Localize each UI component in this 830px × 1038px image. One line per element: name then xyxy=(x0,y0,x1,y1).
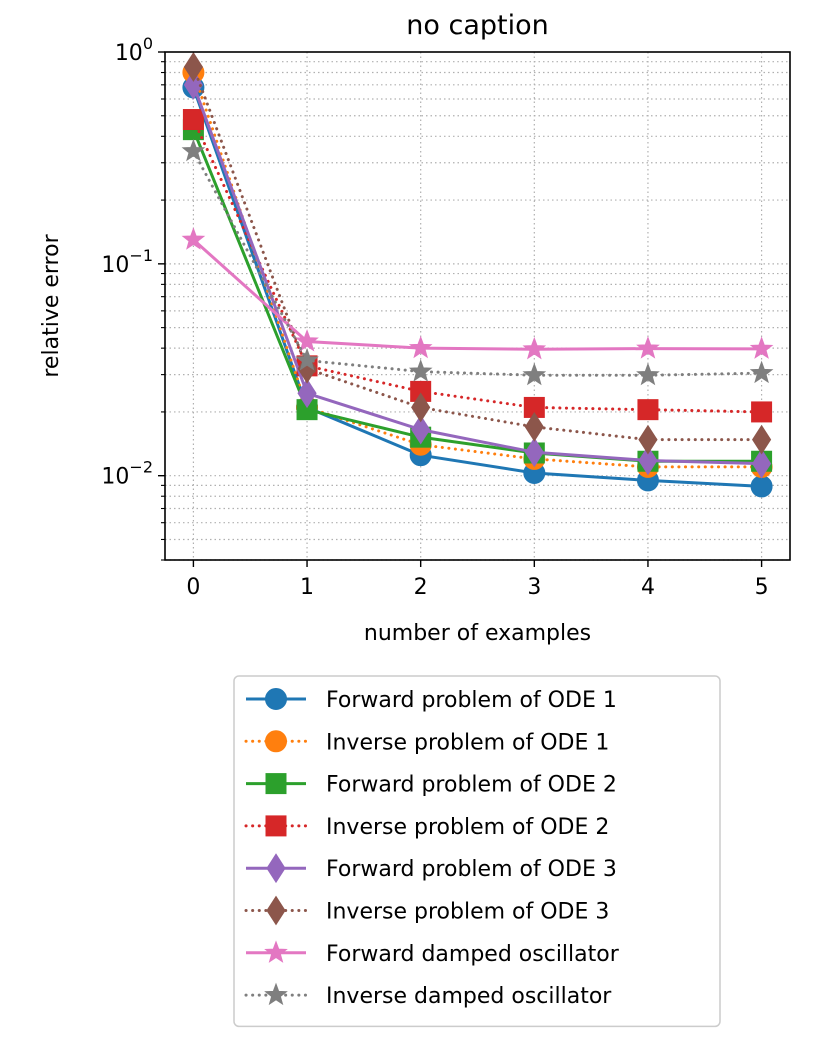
data-point xyxy=(182,109,204,131)
legend-marker xyxy=(264,940,288,963)
legend-entry: Inverse problem of ODE 2 xyxy=(244,815,609,840)
series-layer xyxy=(181,52,774,498)
series-line xyxy=(191,65,764,442)
legend-label: Forward damped oscillator xyxy=(326,942,620,967)
legend-entry: Inverse problem of ODE 3 xyxy=(244,895,609,926)
data-point xyxy=(751,448,772,479)
x-tick-label: 0 xyxy=(186,575,200,600)
data-point xyxy=(751,401,773,423)
y-axis-label: relative error xyxy=(39,233,64,377)
x-tick-label: 5 xyxy=(755,575,769,600)
legend-entry: Inverse damped oscillator xyxy=(244,982,612,1009)
series-line xyxy=(191,86,762,488)
data-point xyxy=(638,445,658,476)
data-point xyxy=(637,399,659,421)
data-point xyxy=(750,475,773,498)
legend-entry: Forward damped oscillator xyxy=(246,940,620,967)
legend-label: Forward problem of ODE 3 xyxy=(326,857,617,882)
legend-label: Inverse problem of ODE 1 xyxy=(326,730,609,755)
legend-label: Forward problem of ODE 2 xyxy=(326,773,617,798)
legend-marker xyxy=(264,982,288,1006)
data-point xyxy=(411,414,431,445)
data-point xyxy=(181,227,206,250)
series-line xyxy=(192,84,762,466)
axes: 0 1 2 3 4 5 10−2 10−1 100 xyxy=(101,34,768,600)
chart-title: no caption xyxy=(406,10,548,41)
plot-frame xyxy=(164,51,791,561)
series-5 xyxy=(183,69,772,479)
legend-entry: Forward problem of ODE 2 xyxy=(246,773,617,798)
series-6 xyxy=(183,52,772,455)
x-tick-label: 1 xyxy=(300,575,314,600)
legend-marker xyxy=(266,895,286,926)
data-point xyxy=(297,378,317,409)
y-tick-label: 10−1 xyxy=(101,246,153,278)
legend-entry: Forward problem of ODE 1 xyxy=(246,688,617,713)
x-tick-label: 4 xyxy=(641,575,655,600)
y-tick-label: 100 xyxy=(115,34,153,66)
data-point xyxy=(183,52,204,82)
data-point xyxy=(636,362,660,386)
data-point xyxy=(408,359,433,382)
series-line xyxy=(191,149,764,377)
legend: Forward problem of ODE 1 Inverse problem … xyxy=(233,675,721,1028)
legend-marker xyxy=(266,853,286,884)
data-point xyxy=(295,348,319,371)
legend-marker xyxy=(265,815,287,837)
data-point xyxy=(749,360,774,384)
series-2 xyxy=(182,61,773,478)
legend-label: Inverse problem of ODE 3 xyxy=(326,900,609,925)
data-point xyxy=(638,424,658,455)
data-point xyxy=(522,336,547,360)
legend-label: Forward problem of ODE 1 xyxy=(326,688,617,713)
x-axis-label: number of examples xyxy=(364,621,591,646)
legend-marker xyxy=(265,730,287,753)
legend-entry: Inverse problem of ODE 1 xyxy=(244,730,609,755)
series-line xyxy=(191,71,764,469)
legend-frame xyxy=(233,675,721,1028)
data-point xyxy=(522,362,547,386)
data-point xyxy=(524,437,544,468)
data-point xyxy=(181,138,206,162)
data-point xyxy=(411,392,431,423)
legend-marker xyxy=(265,688,287,710)
data-point xyxy=(749,336,774,359)
data-point xyxy=(408,335,433,359)
x-tick-label: 2 xyxy=(414,575,428,600)
y-tick-label: 10−2 xyxy=(101,458,153,490)
legend-label: Inverse damped oscillator xyxy=(326,984,612,1009)
data-point xyxy=(751,424,772,455)
data-point xyxy=(295,329,319,352)
data-point xyxy=(636,336,660,359)
data-point xyxy=(524,411,544,442)
x-tick-label: 3 xyxy=(527,575,541,600)
series-8 xyxy=(181,138,774,386)
legend-label: Inverse problem of ODE 2 xyxy=(326,815,609,840)
legend-entry: Forward problem of ODE 3 xyxy=(246,853,617,884)
series-line xyxy=(191,118,764,414)
legend-marker xyxy=(265,773,287,795)
